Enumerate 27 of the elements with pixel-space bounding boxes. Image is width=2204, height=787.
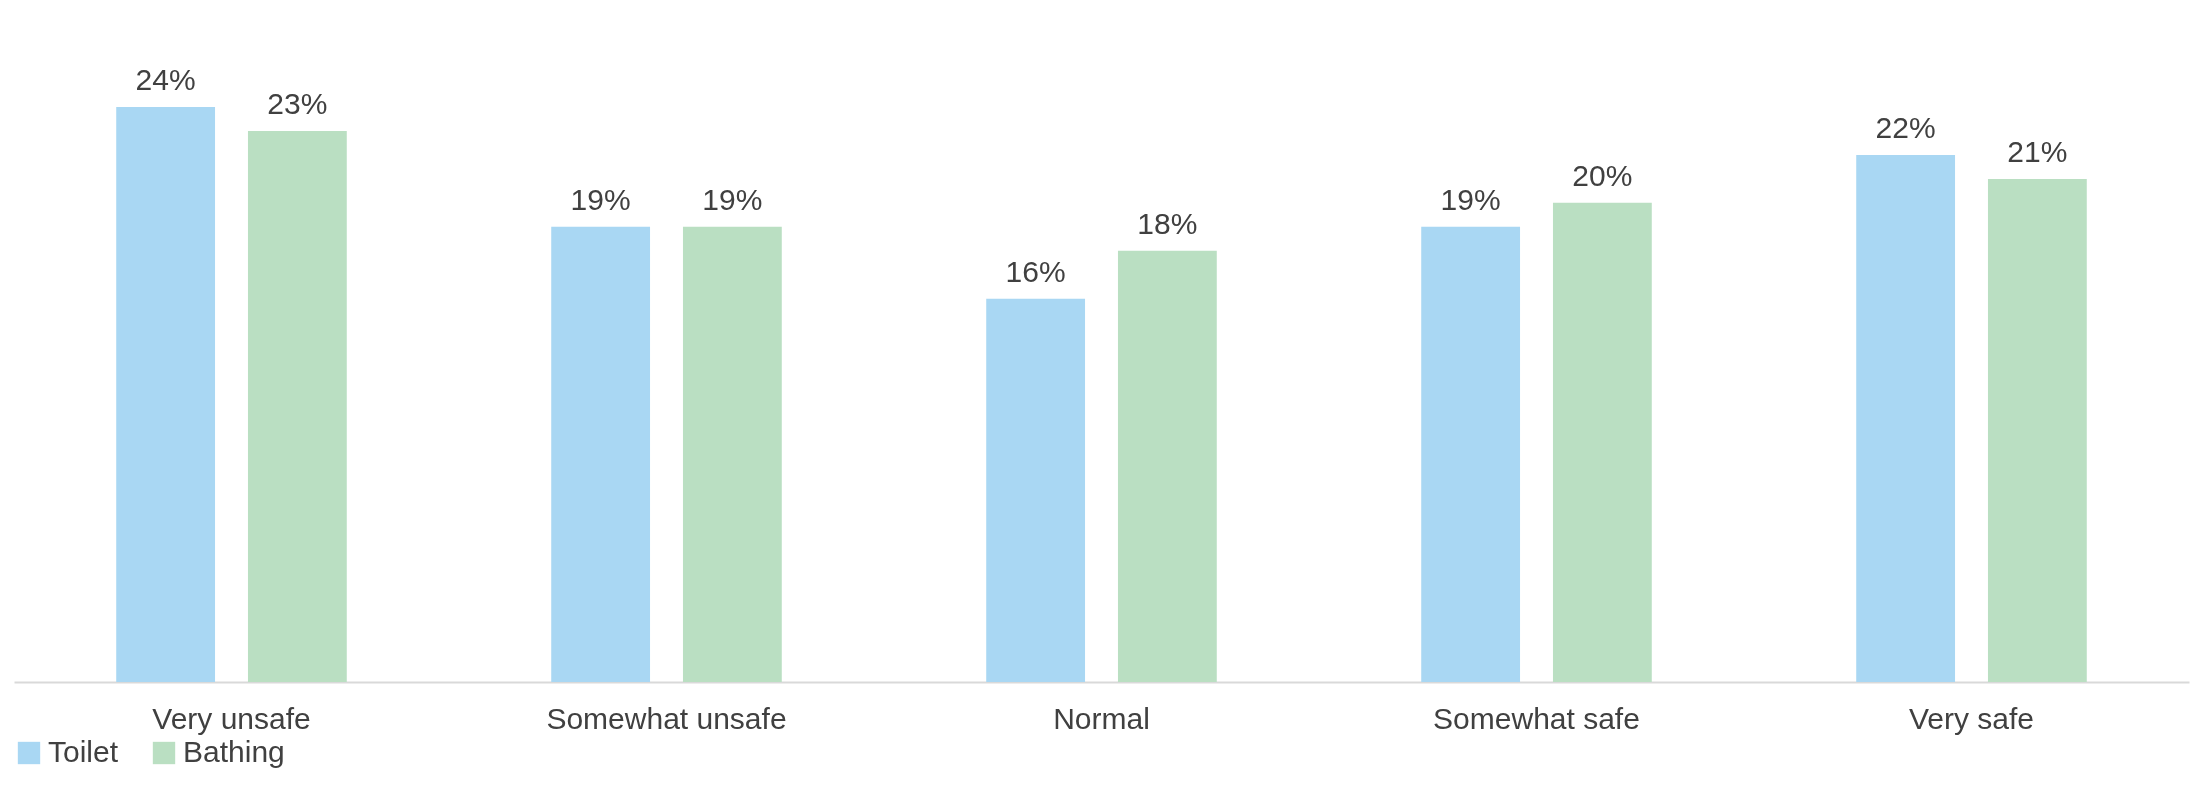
bar <box>247 130 347 682</box>
data-label: 19% <box>570 182 631 216</box>
x-tick-label: Very unsafe <box>152 701 311 735</box>
data-label: 19% <box>702 182 763 216</box>
bar <box>1552 202 1652 682</box>
bar <box>1856 154 1956 682</box>
x-tick-label: Very safe <box>1908 701 2035 735</box>
x-tick-label: Somewhat unsafe <box>546 701 787 735</box>
data-label: 16% <box>1005 254 1066 288</box>
x-tick-label: Normal <box>1053 701 1150 735</box>
bar <box>682 226 782 682</box>
data-label: 21% <box>2007 134 2068 168</box>
x-tick-label: Somewhat safe <box>1433 701 1640 735</box>
bar <box>986 298 1086 682</box>
bar <box>116 107 216 682</box>
bar <box>1421 226 1521 682</box>
legend-label: Toilet <box>48 735 119 768</box>
data-label: 19% <box>1440 182 1501 216</box>
data-label: 20% <box>1572 158 1633 192</box>
data-label: 23% <box>267 86 328 120</box>
bar <box>1987 178 2087 682</box>
data-label: 22% <box>1875 110 1936 144</box>
data-label: 18% <box>1137 206 1198 240</box>
bar <box>1117 250 1217 682</box>
bar <box>551 226 651 682</box>
legend-label: Bathing <box>183 735 285 768</box>
data-label: 24% <box>135 63 196 96</box>
